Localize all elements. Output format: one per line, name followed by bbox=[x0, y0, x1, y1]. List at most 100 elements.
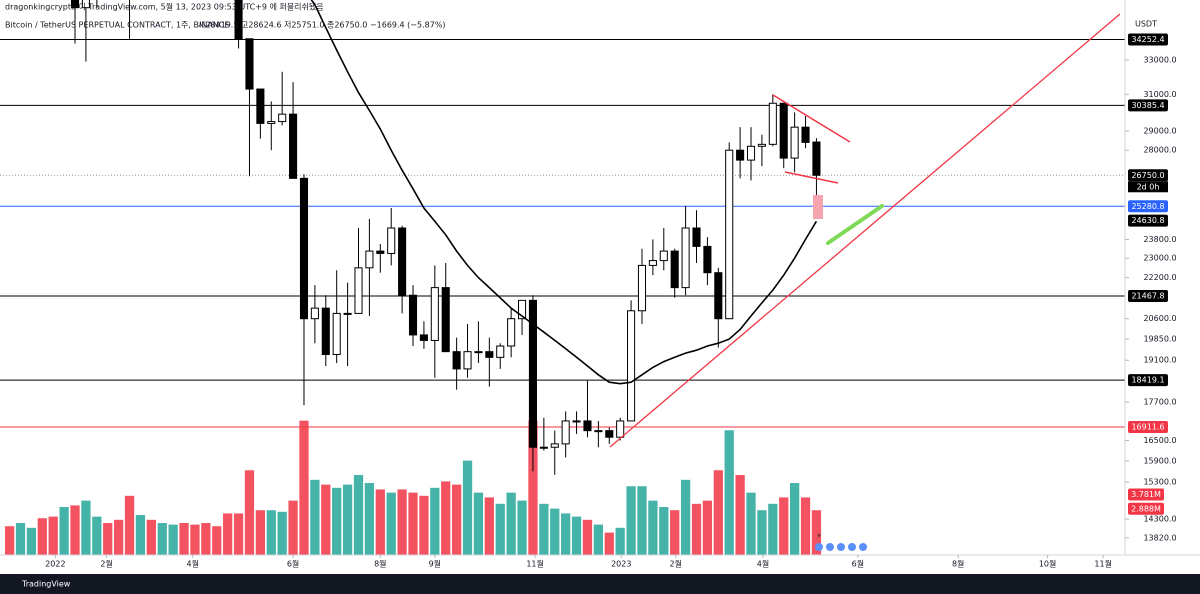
price-badge-label: 21467.8 bbox=[1131, 292, 1164, 301]
candle-body bbox=[310, 307, 319, 320]
price-badge bbox=[1128, 169, 1168, 182]
volume-bar bbox=[408, 492, 418, 555]
volume-bar bbox=[539, 503, 549, 555]
candle-body bbox=[376, 250, 385, 254]
volume-bar bbox=[462, 460, 473, 555]
volume-bar bbox=[724, 430, 734, 555]
volume-bar bbox=[386, 492, 396, 555]
candle-body bbox=[365, 250, 374, 269]
price-pane bbox=[70, 0, 821, 475]
moving-average bbox=[310, 0, 818, 385]
price-badge-label: 18419.1 bbox=[1131, 376, 1164, 385]
price-badge bbox=[1128, 214, 1168, 227]
volume-bar bbox=[800, 497, 811, 555]
y-tick-label: 23800.0 bbox=[1143, 235, 1176, 244]
volume-bar bbox=[342, 484, 353, 555]
candle-body bbox=[594, 430, 603, 433]
candle-body bbox=[736, 149, 745, 161]
candle-body bbox=[670, 250, 679, 289]
volume-bar bbox=[419, 495, 429, 555]
volume-bar bbox=[310, 479, 320, 555]
candle-body bbox=[398, 227, 407, 296]
price-badge bbox=[1128, 33, 1168, 46]
x-tick-label: 4월 bbox=[187, 559, 199, 569]
trend-line bbox=[609, 13, 1121, 448]
volume-bar bbox=[92, 516, 102, 555]
volume-bar bbox=[397, 489, 407, 555]
volume-bar bbox=[593, 524, 604, 555]
volume-bar bbox=[81, 500, 91, 555]
volume-bar bbox=[561, 513, 571, 555]
x-tick-label: 11월 bbox=[1094, 559, 1112, 569]
volume-bar bbox=[789, 483, 800, 555]
candle-body bbox=[507, 318, 516, 347]
x-tick-label: 2022 bbox=[45, 560, 65, 569]
candle-body bbox=[572, 420, 581, 423]
volume-badge bbox=[1128, 502, 1164, 515]
volume-bar bbox=[70, 505, 80, 555]
candle-body bbox=[278, 113, 287, 123]
volume-bar bbox=[735, 475, 745, 555]
trend-line bbox=[772, 94, 851, 143]
y-tick-label: 33000.0 bbox=[1143, 56, 1176, 65]
x-tick-label: 6월 bbox=[852, 559, 864, 569]
volume-bar bbox=[364, 483, 375, 555]
volume-bar bbox=[550, 508, 560, 555]
candle-body bbox=[659, 250, 668, 262]
candle-body bbox=[234, 0, 243, 40]
candle-body bbox=[343, 312, 352, 315]
candle-body bbox=[812, 141, 821, 176]
candle-body bbox=[746, 145, 756, 161]
volume-bar bbox=[648, 500, 658, 555]
countdown-badge bbox=[1128, 181, 1168, 193]
volume-bar bbox=[604, 532, 614, 555]
candle-body bbox=[419, 334, 428, 341]
volume-bar bbox=[244, 470, 255, 555]
price-badge bbox=[1128, 99, 1168, 112]
candle-body bbox=[354, 267, 363, 314]
candle-body bbox=[70, 0, 80, 9]
candle-body bbox=[616, 420, 625, 438]
price-badge-label: 24630.8 bbox=[1131, 216, 1164, 225]
volume-bar bbox=[430, 487, 440, 555]
volume-bar bbox=[670, 510, 680, 555]
volume-badge-label: 2.888M bbox=[1131, 504, 1161, 513]
x-tick-label: 4월 bbox=[757, 559, 769, 569]
volume-badge-label: 3.781M bbox=[1131, 490, 1161, 499]
volume-bar bbox=[332, 487, 342, 555]
volume-badge bbox=[1128, 488, 1164, 501]
countdown: 2d 0h bbox=[1137, 182, 1160, 191]
volume-bar bbox=[146, 519, 156, 555]
price-badge-label: 34252.4 bbox=[1131, 35, 1164, 44]
y-tick-label: 29000.0 bbox=[1143, 126, 1176, 135]
y-tick-label: 16500.0 bbox=[1143, 436, 1176, 445]
volume-bar bbox=[26, 527, 37, 555]
volume-bar bbox=[288, 500, 298, 555]
price-badge bbox=[1128, 421, 1168, 434]
volume-bar bbox=[223, 513, 233, 555]
candle-body bbox=[583, 420, 592, 432]
x-tick-label: 6월 bbox=[287, 559, 299, 569]
volume-bar bbox=[517, 500, 527, 555]
volume-bar bbox=[15, 523, 26, 555]
volume-bar bbox=[212, 526, 222, 555]
y-tick-label: 14300.0 bbox=[1143, 515, 1176, 524]
highlight-line bbox=[826, 204, 884, 245]
volume-bar bbox=[4, 526, 15, 555]
price-badge bbox=[1128, 290, 1168, 303]
candle-body bbox=[801, 126, 810, 143]
candle-body bbox=[267, 121, 276, 124]
candle-body bbox=[452, 351, 461, 370]
candle-body bbox=[703, 245, 712, 274]
volume-bar bbox=[233, 513, 244, 555]
volume-bar bbox=[779, 497, 789, 555]
volume-bar bbox=[713, 470, 723, 555]
volume-bar bbox=[473, 492, 484, 555]
volume-bar bbox=[691, 503, 702, 555]
candle-body bbox=[81, 0, 90, 9]
volume-bar bbox=[299, 420, 309, 555]
candle-body bbox=[757, 143, 766, 147]
x-tick-label: 2월 bbox=[670, 559, 682, 569]
